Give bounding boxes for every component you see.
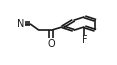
Text: O: O <box>47 39 55 49</box>
Text: F: F <box>82 35 87 45</box>
Text: N: N <box>17 19 25 29</box>
